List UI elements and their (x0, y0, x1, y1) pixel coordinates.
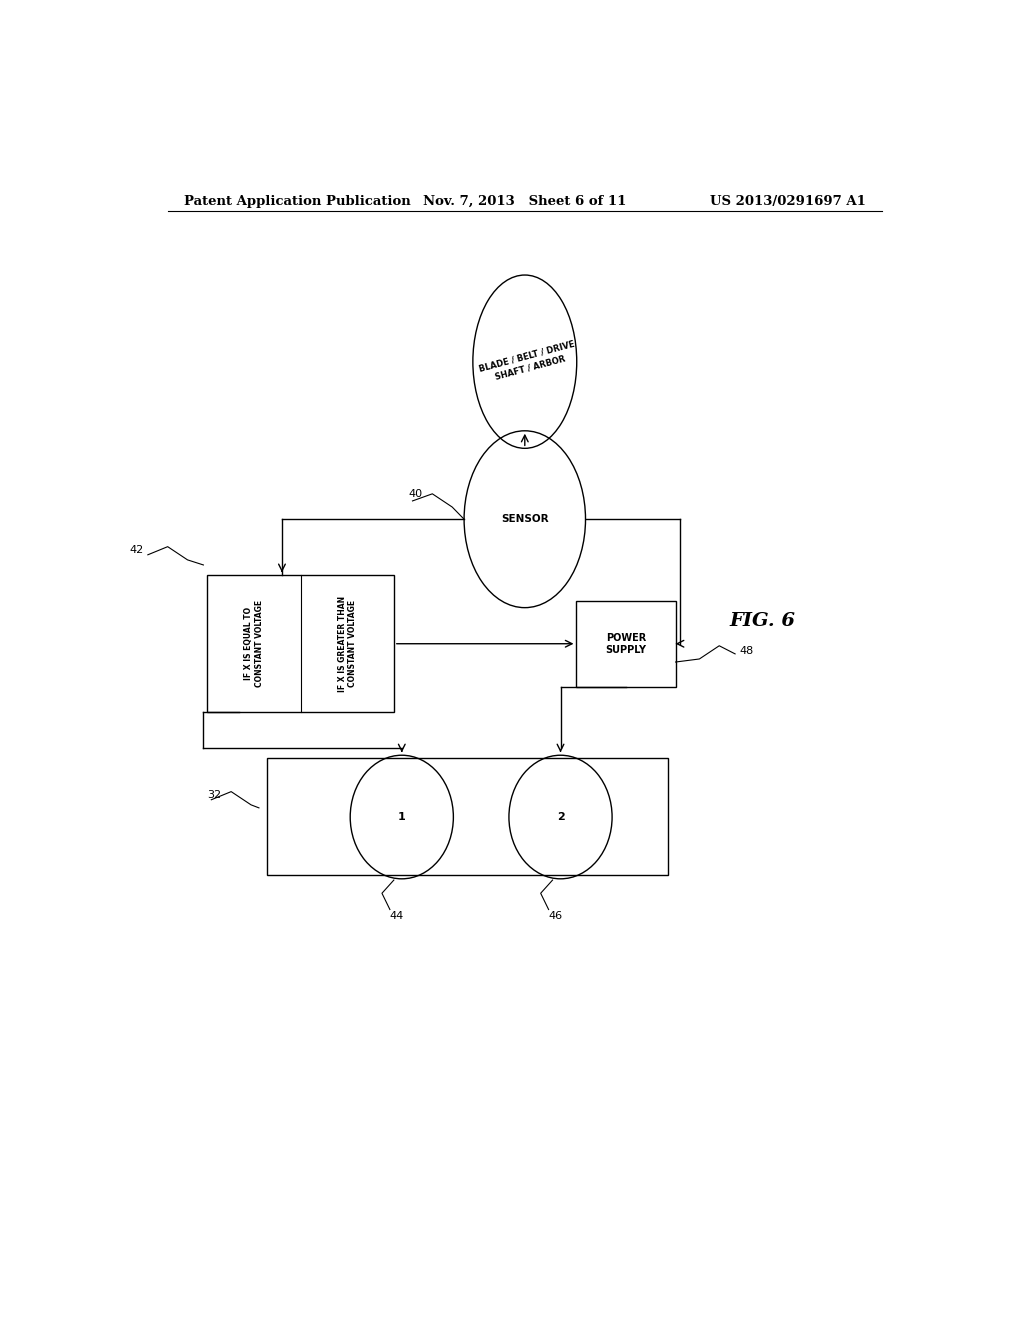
Text: FIG. 6: FIG. 6 (730, 612, 796, 630)
Bar (207, 576, 394, 713)
Text: 46: 46 (549, 911, 563, 920)
Text: Nov. 7, 2013   Sheet 6 of 11: Nov. 7, 2013 Sheet 6 of 11 (423, 194, 627, 207)
Text: BLADE / BELT / DRIVE
SHAFT / ARBOR: BLADE / BELT / DRIVE SHAFT / ARBOR (478, 339, 580, 384)
Text: POWER
SUPPLY: POWER SUPPLY (605, 632, 646, 655)
Bar (267, 758, 668, 875)
Text: 1: 1 (398, 812, 406, 822)
Text: IF X IS GREATER THAN
CONSTANT VOLTAGE: IF X IS GREATER THAN CONSTANT VOLTAGE (338, 595, 357, 692)
Text: 44: 44 (390, 911, 404, 920)
Text: Patent Application Publication: Patent Application Publication (183, 194, 411, 207)
Text: IF X IS EQUAL TO
CONSTANT VOLTAGE: IF X IS EQUAL TO CONSTANT VOLTAGE (245, 601, 264, 688)
Text: 32: 32 (207, 789, 221, 800)
Text: 48: 48 (739, 645, 754, 656)
Text: SENSOR: SENSOR (501, 515, 549, 524)
Text: 2: 2 (557, 812, 564, 822)
Text: 42: 42 (130, 545, 143, 554)
Bar (577, 601, 676, 686)
Text: 40: 40 (409, 488, 423, 499)
Text: US 2013/0291697 A1: US 2013/0291697 A1 (711, 194, 866, 207)
